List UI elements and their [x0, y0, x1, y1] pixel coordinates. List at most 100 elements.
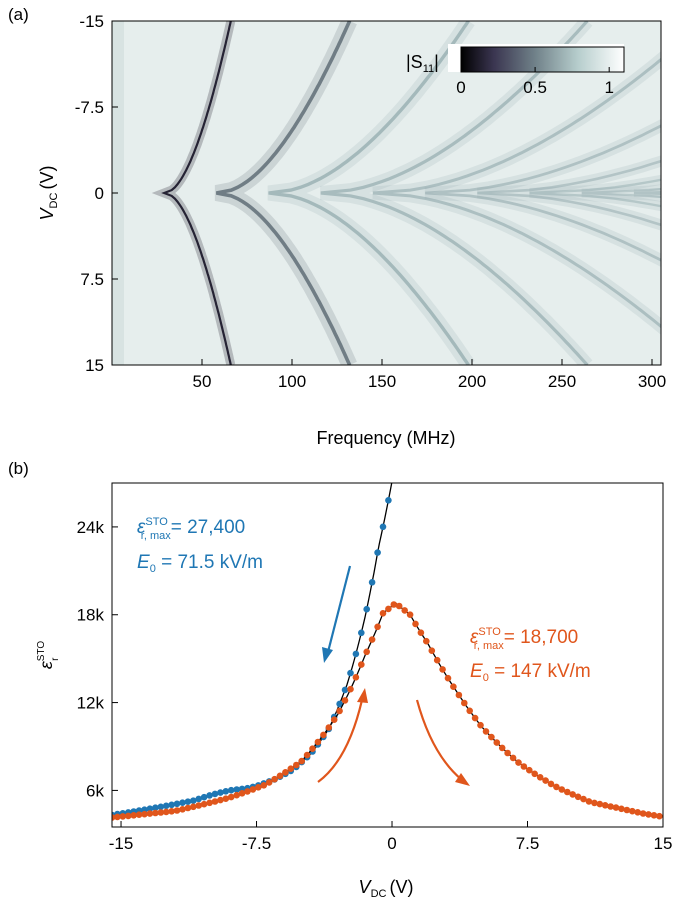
- blue-sweep-arrowhead: [322, 647, 333, 663]
- a-y-tick-label: -7.5: [75, 98, 104, 117]
- data-point-orange: [455, 691, 463, 699]
- data-point-orange: [244, 788, 251, 795]
- data-point-orange: [596, 800, 604, 808]
- orange-e0-label: E0 = 147 kV/m: [470, 661, 591, 684]
- data-point-orange: [493, 739, 501, 746]
- blue-e0-label: E0 = 71.5 kV/m: [137, 552, 263, 575]
- data-point-orange: [569, 791, 576, 798]
- panel-a-y-ticks: -15 -7.5 0 7.5 15: [75, 12, 118, 375]
- data-point-orange: [293, 761, 300, 769]
- panel-a-letter: (a): [8, 5, 29, 24]
- panel-a-x-ticks: 50 100 150 200 250 300: [193, 359, 666, 391]
- data-point-orange: [298, 757, 306, 765]
- panel-b-letter: (b): [8, 459, 29, 478]
- data-point-orange: [629, 807, 636, 815]
- data-point-orange: [526, 766, 533, 774]
- data-point-orange: [412, 620, 419, 628]
- data-point-orange: [390, 601, 398, 608]
- a-x-tick-label: 200: [458, 372, 486, 391]
- data-point-blue: [206, 792, 213, 799]
- data-point-orange: [547, 780, 555, 788]
- blue-eps-max-label: εSTO r, max= 27,400: [137, 516, 245, 542]
- data-point-orange: [509, 754, 517, 762]
- data-point-orange: [601, 802, 609, 809]
- panel-b-x-ticks: -15 -7.5 0 7.5 15: [109, 821, 672, 853]
- data-point-orange: [471, 714, 479, 722]
- data-point-orange: [271, 775, 278, 783]
- data-point-blue: [347, 669, 354, 677]
- panel-a-y-axis-label: VDC(V): [37, 166, 60, 221]
- colorbar: |S11| 0 0.5 1: [406, 44, 625, 97]
- data-point-orange: [564, 788, 571, 796]
- data-point-orange: [477, 721, 484, 729]
- blue-sweep-arrow: [326, 565, 352, 653]
- data-point-orange: [249, 786, 257, 793]
- data-point-orange: [618, 805, 625, 813]
- data-point-blue: [358, 629, 365, 637]
- data-point-orange: [238, 790, 246, 797]
- orange-eps-max-label: εSTO r, max= 18,700: [470, 626, 578, 652]
- b-y-tick-label: 18k: [77, 606, 105, 625]
- data-point-orange: [152, 809, 159, 817]
- a-y-tick-label: -15: [79, 12, 104, 31]
- data-point-orange: [639, 810, 647, 817]
- a-y-tick-label: 0: [95, 184, 104, 203]
- data-point-blue: [168, 801, 175, 809]
- data-point-orange: [482, 728, 490, 735]
- sweep-arrows: [317, 565, 470, 786]
- data-point-orange: [607, 803, 614, 810]
- data-point-orange: [303, 751, 311, 759]
- data-point-orange: [379, 610, 387, 617]
- b-x-tick-label: 7.5: [516, 834, 540, 853]
- data-point-orange: [634, 809, 641, 816]
- resonance-line-3: [268, 21, 470, 365]
- orange-down-arrowhead: [455, 773, 470, 786]
- data-point-blue: [379, 523, 387, 531]
- resonance-halo-10: [633, 187, 661, 199]
- data-point-orange: [591, 799, 598, 807]
- resonance-line-2: [216, 21, 352, 365]
- data-point-orange: [190, 803, 197, 811]
- data-point-blue: [179, 799, 186, 806]
- data-point-blue: [162, 802, 170, 810]
- a-x-tick-label: 100: [278, 372, 306, 391]
- data-point-orange: [574, 793, 582, 801]
- data-point-orange: [650, 812, 658, 819]
- data-point-orange: [645, 811, 652, 818]
- data-point-orange: [336, 707, 343, 715]
- data-point-orange: [254, 784, 262, 791]
- data-point-orange: [466, 707, 474, 715]
- data-point-orange: [200, 800, 208, 808]
- data-point-orange: [585, 798, 593, 805]
- data-point-orange: [314, 738, 322, 746]
- data-point-orange: [195, 802, 202, 809]
- resonance-halo-8: [529, 174, 661, 212]
- data-point-orange: [363, 648, 371, 656]
- orange-up-arrowhead: [357, 688, 368, 703]
- panel-b-y-ticks: 6k 12k 18k 24k: [77, 518, 118, 800]
- data-point-orange: [580, 795, 587, 803]
- data-point-orange: [260, 782, 268, 789]
- data-point-blue: [374, 549, 381, 556]
- data-point-blue: [146, 805, 154, 812]
- colorbar-ticks: 0 0.5 1: [456, 67, 614, 97]
- data-point-orange: [347, 685, 354, 693]
- a-x-tick-label: 50: [193, 372, 212, 391]
- data-point-orange: [374, 623, 381, 631]
- data-point-orange: [417, 629, 425, 636]
- resonance-line-1: [161, 21, 232, 365]
- data-point-orange: [358, 661, 365, 668]
- data-point-blue: [200, 793, 208, 801]
- data-point-blue: [190, 797, 197, 804]
- a-x-tick-label: 250: [548, 372, 576, 391]
- data-point-orange: [401, 607, 409, 614]
- a-y-tick-label: 7.5: [80, 270, 104, 289]
- resonance-line-4: [320, 21, 589, 365]
- data-point-orange: [461, 699, 468, 707]
- data-point-orange: [341, 697, 349, 704]
- fit-curve-orange: [112, 602, 663, 819]
- data-point-orange: [515, 759, 522, 766]
- data-point-blue: [385, 497, 392, 504]
- resonance-line-9: [581, 187, 661, 199]
- data-point-blue: [336, 700, 343, 708]
